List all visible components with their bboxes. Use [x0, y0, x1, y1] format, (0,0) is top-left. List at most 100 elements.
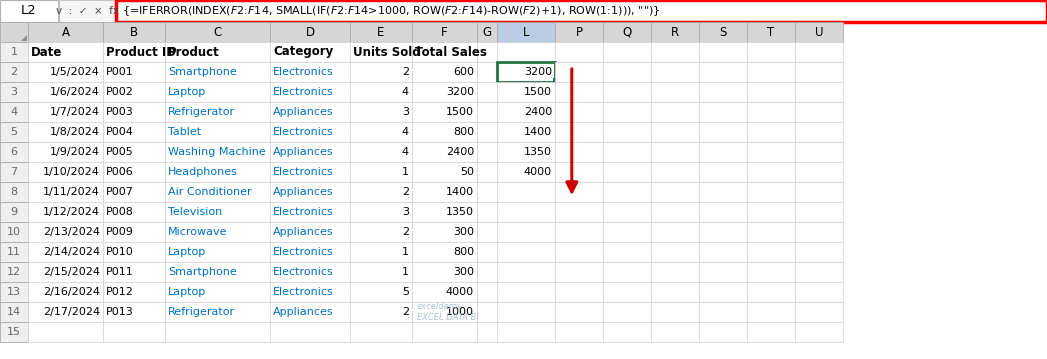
Bar: [497, 302, 555, 322]
Bar: [555, 42, 603, 62]
Bar: [603, 222, 651, 242]
Text: Refrigerator: Refrigerator: [168, 307, 236, 317]
Text: 7: 7: [10, 167, 18, 177]
Text: Appliances: Appliances: [273, 107, 334, 117]
Text: P010: P010: [106, 247, 134, 257]
Bar: [165, 122, 270, 142]
Text: 4: 4: [402, 127, 409, 137]
Bar: [477, 322, 497, 342]
Bar: [0, 302, 28, 322]
Bar: [477, 62, 497, 82]
Bar: [603, 22, 651, 42]
Bar: [477, 302, 497, 322]
Text: D: D: [306, 25, 314, 38]
Bar: [477, 42, 497, 62]
Bar: [165, 242, 270, 262]
Bar: [651, 62, 699, 82]
Bar: [795, 102, 843, 122]
Bar: [0, 22, 28, 42]
Bar: [795, 42, 843, 62]
Bar: [555, 142, 603, 162]
Text: Total Sales: Total Sales: [415, 46, 487, 59]
Bar: [103, 182, 165, 202]
Bar: [270, 302, 350, 322]
Bar: [795, 262, 843, 282]
Bar: [555, 162, 603, 182]
Bar: [413, 242, 477, 262]
Text: Laptop: Laptop: [168, 287, 206, 297]
Bar: [651, 42, 699, 62]
Bar: [699, 42, 747, 62]
Bar: [603, 202, 651, 222]
Bar: [103, 162, 165, 182]
Text: 9: 9: [10, 207, 18, 217]
Bar: [165, 262, 270, 282]
Bar: [477, 122, 497, 142]
Bar: [651, 302, 699, 322]
Bar: [651, 282, 699, 302]
Bar: [497, 322, 555, 342]
Text: Laptop: Laptop: [168, 87, 206, 97]
Text: Air Conditioner: Air Conditioner: [168, 187, 251, 197]
Bar: [555, 222, 603, 242]
Bar: [651, 162, 699, 182]
Text: Television: Television: [168, 207, 222, 217]
Text: T: T: [767, 25, 775, 38]
Text: Laptop: Laptop: [168, 247, 206, 257]
Text: Electronics: Electronics: [273, 167, 334, 177]
Bar: [603, 42, 651, 62]
Text: P001: P001: [106, 67, 134, 77]
Bar: [603, 102, 651, 122]
Text: 12: 12: [7, 267, 21, 277]
Bar: [603, 282, 651, 302]
Bar: [413, 282, 477, 302]
Bar: [165, 142, 270, 162]
Bar: [0, 162, 28, 182]
Bar: [497, 222, 555, 242]
Bar: [699, 242, 747, 262]
Bar: [350, 242, 413, 262]
Text: 3200: 3200: [446, 87, 474, 97]
Bar: [497, 142, 555, 162]
Bar: [413, 302, 477, 322]
Bar: [350, 42, 413, 62]
Bar: [497, 182, 555, 202]
Bar: [497, 62, 555, 82]
Bar: [747, 22, 795, 42]
Bar: [0, 182, 28, 202]
Bar: [699, 142, 747, 162]
Text: L: L: [522, 25, 529, 38]
Bar: [413, 102, 477, 122]
Bar: [165, 162, 270, 182]
Bar: [555, 262, 603, 282]
Text: Tablet: Tablet: [168, 127, 201, 137]
Text: 2: 2: [402, 307, 409, 317]
Text: E: E: [377, 25, 384, 38]
Bar: [699, 122, 747, 142]
Text: 1350: 1350: [524, 147, 552, 157]
Bar: [555, 102, 603, 122]
Bar: [497, 242, 555, 262]
Text: 1/7/2024: 1/7/2024: [50, 107, 101, 117]
Bar: [28, 22, 103, 42]
Bar: [350, 122, 413, 142]
Bar: [165, 62, 270, 82]
Bar: [165, 222, 270, 242]
Text: 4000: 4000: [446, 287, 474, 297]
Text: S: S: [719, 25, 727, 38]
Bar: [270, 182, 350, 202]
Bar: [795, 142, 843, 162]
Bar: [413, 82, 477, 102]
Bar: [103, 282, 165, 302]
Bar: [0, 262, 28, 282]
Bar: [699, 262, 747, 282]
Bar: [413, 222, 477, 242]
Text: Electronics: Electronics: [273, 87, 334, 97]
Text: 2/16/2024: 2/16/2024: [43, 287, 101, 297]
Text: Electronics: Electronics: [273, 267, 334, 277]
Bar: [795, 202, 843, 222]
Bar: [603, 322, 651, 342]
Text: Appliances: Appliances: [273, 227, 334, 237]
Bar: [795, 222, 843, 242]
Text: P012: P012: [106, 287, 134, 297]
